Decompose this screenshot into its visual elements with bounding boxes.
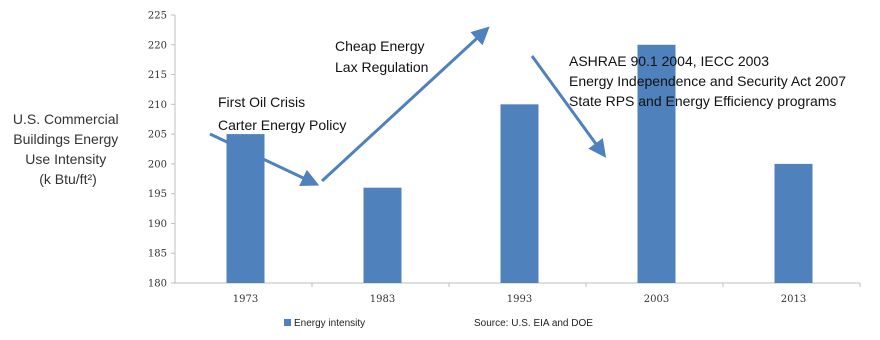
bar-1983 [363,187,402,283]
x-tick-label: 2013 [781,294,806,305]
bar-1973 [226,134,265,283]
annotation-policy-line-3: State RPS and Energy Efficiency programs [569,93,836,109]
bars [226,44,813,284]
bar-1993 [500,104,539,283]
y-axis-label: U.S. Commercial Buildings Energy Use Int… [13,111,123,187]
y-tick-label: 185 [148,249,167,260]
y-tick-label: 205 [148,130,167,141]
bar-2003 [637,44,676,284]
trend-arrow-2003-2013 [530,55,607,158]
trend-arrows [209,26,607,186]
y-tick-label: 215 [148,70,167,81]
legend: Energy intensity [284,318,365,329]
annotation-policy-line-1: ASHRAE 90.1 2004, IECC 2003 [569,53,769,69]
annotation-cheap-energy-line-1: Cheap Energy [335,38,425,54]
bar-2013 [774,163,813,283]
x-tick-label: 1973 [233,294,258,305]
y-axis-label-line-3: Use Intensity [25,151,106,167]
y-tick-label: 225 [148,11,167,22]
annotation-cheap-energy: Cheap Energy Lax Regulation [335,38,429,75]
legend-label: Energy intensity [294,318,365,329]
trend-arrow-1983-2003 [320,26,490,183]
legend-swatch [284,319,291,326]
annotation-oil-crisis: First Oil Crisis Carter Energy Policy [218,94,346,133]
y-tick-label: 210 [148,100,167,111]
source-note: Source: U.S. EIA and DOE [474,318,593,329]
annotation-policy: ASHRAE 90.1 2004, IECC 2003 Energy Indep… [569,53,851,109]
y-axis-label-line-4: (k Btu/ft²) [39,171,97,187]
annotation-oil-crisis-line-2: Carter Energy Policy [218,117,346,133]
trend-arrow-1973-1983 [209,132,320,186]
y-tick-label: 180 [148,279,167,290]
y-axis-ticks: 180 185 190 195 200 205 210 215 220 225 [148,11,175,290]
annotation-oil-crisis-line-1: First Oil Crisis [218,94,305,110]
y-tick-label: 200 [148,159,167,170]
annotation-cheap-energy-line-2: Lax Regulation [335,59,428,75]
y-tick-label: 220 [148,40,167,51]
x-axis-ticks: 1973 1983 1993 2003 2013 [233,283,861,305]
annotation-policy-line-2: Energy Independence and Security Act 200… [569,73,846,89]
y-tick-label: 195 [148,189,167,200]
x-tick-label: 1983 [370,294,395,305]
y-tick-label: 190 [148,219,167,230]
y-axis-label-line-2: Buildings Energy [13,131,118,147]
y-axis-label-line-1: U.S. Commercial [13,111,119,127]
x-tick-label: 2003 [644,294,669,305]
x-tick-label: 1993 [507,294,532,305]
